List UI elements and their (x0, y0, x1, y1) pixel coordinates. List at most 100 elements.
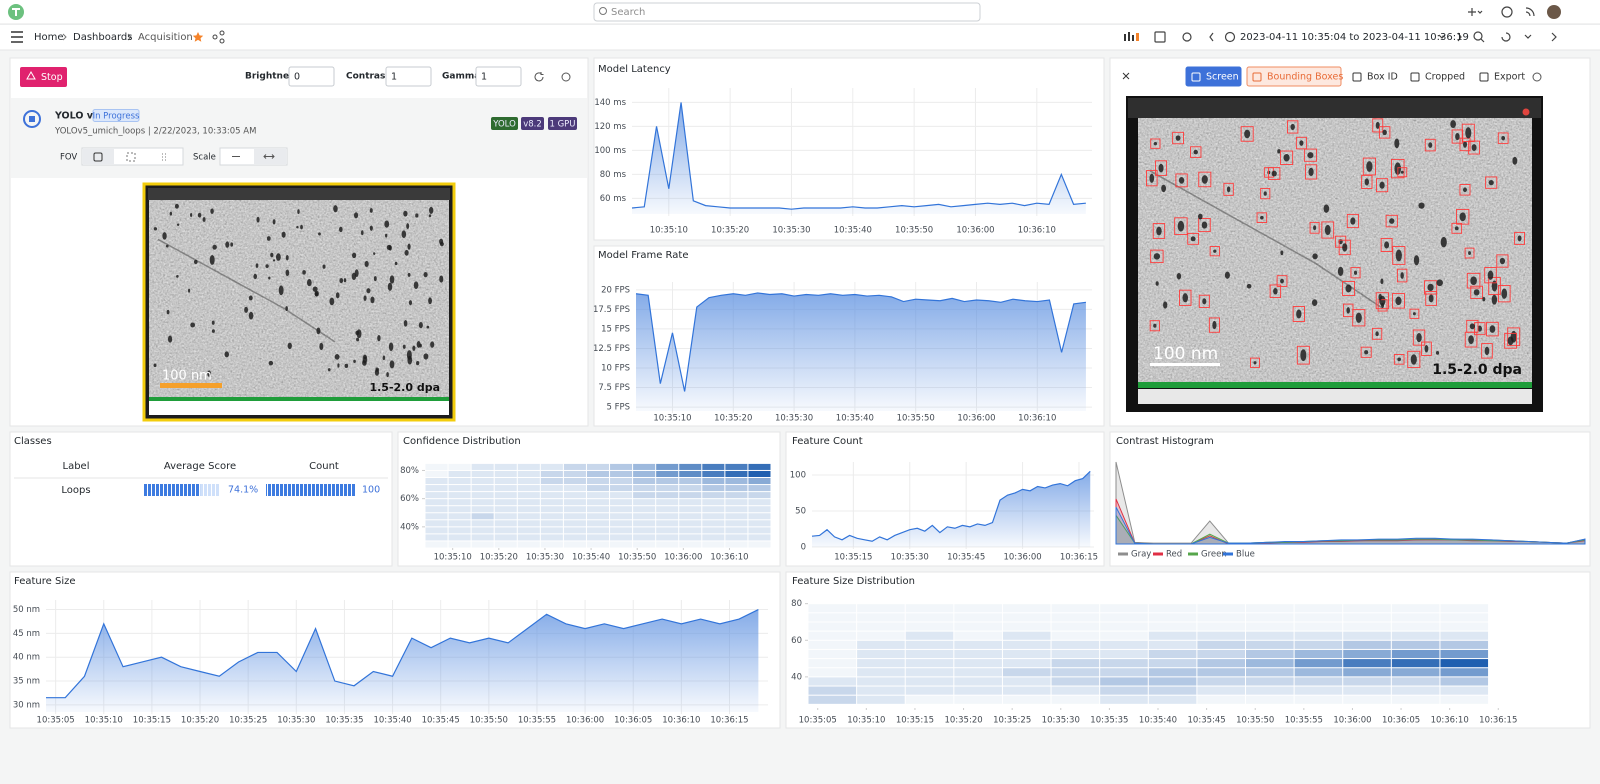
heatmap-cell (1100, 659, 1148, 668)
bounding-box (1378, 126, 1391, 139)
heatmap-cell (1391, 649, 1440, 659)
heatmap-cell (517, 527, 540, 534)
legend-label[interactable]: Green (1201, 550, 1227, 560)
defect (153, 363, 157, 368)
heatmap-cell (1148, 668, 1197, 677)
heatmap-cell (425, 534, 448, 541)
input-value[interactable]: 1 (481, 72, 487, 83)
metrics-icon[interactable] (1124, 32, 1139, 41)
refresh-icon[interactable] (534, 72, 544, 82)
bounding-box (1466, 319, 1479, 333)
legend-label[interactable]: Red (1166, 550, 1182, 560)
fov-icon (162, 153, 166, 161)
heatmap-cell (586, 527, 610, 534)
heatmap-cell (425, 506, 448, 513)
x-tick-label: 10:36:10 (662, 716, 700, 726)
defect (1512, 156, 1518, 165)
search-box[interactable] (593, 2, 981, 22)
x-tick-label: 10:35:50 (897, 414, 935, 424)
heatmap-cell (563, 470, 586, 478)
tab-label[interactable]: Cropped (1425, 72, 1465, 83)
legend-label[interactable]: Gray (1131, 550, 1151, 560)
heatmap-cell (425, 527, 448, 534)
heatmap-cell (1391, 695, 1440, 704)
heatmap-cell (748, 520, 771, 527)
defect (356, 337, 360, 342)
defect (314, 290, 319, 297)
defect (1175, 135, 1181, 141)
heatmap-cell (563, 513, 586, 520)
heatmap-cell (1051, 622, 1100, 631)
input-value[interactable]: 1 (391, 72, 397, 83)
settings-icon[interactable] (561, 72, 571, 82)
heatmap-cell (1440, 649, 1489, 659)
defect (255, 263, 259, 268)
share-icon[interactable] (212, 30, 225, 44)
heatmap-cell (748, 492, 771, 499)
heatmap-cell (1197, 613, 1245, 622)
fov-active (83, 149, 114, 164)
tab-label[interactable]: Export (1494, 72, 1525, 83)
defect (1484, 346, 1490, 356)
heatmap-cell (586, 534, 610, 541)
defect (272, 219, 276, 225)
settings-icon[interactable] (1532, 72, 1542, 82)
defect (1355, 312, 1362, 323)
defect (1280, 278, 1284, 284)
x-tick-label: 10:36:00 (956, 226, 994, 236)
heatmap-cell (954, 640, 1002, 649)
close-icon[interactable] (1122, 72, 1130, 80)
breadcrumb[interactable]: Dashboards (73, 32, 132, 43)
x-tick-label: 10:35:50 (895, 226, 933, 236)
tab-label[interactable]: Box ID (1367, 72, 1398, 83)
stop-label[interactable]: Stop (41, 72, 63, 83)
defect (287, 342, 292, 350)
defect (212, 244, 217, 250)
x-tick-label: 10:35:20 (714, 414, 752, 424)
heatmap-cell (1197, 622, 1245, 631)
tab-label[interactable]: Bounding Boxes (1267, 72, 1343, 83)
bounding-box (1152, 223, 1166, 239)
heatmap-cell (517, 541, 540, 548)
star-icon[interactable] (192, 32, 204, 42)
defect (1378, 293, 1382, 301)
bounding-box (1497, 132, 1509, 144)
defect (426, 325, 430, 329)
heatmap-cell (425, 520, 448, 527)
tab[interactable] (1246, 66, 1342, 87)
input[interactable] (385, 66, 432, 87)
panel (397, 431, 781, 567)
bounding-box (1149, 320, 1160, 332)
y-tick-label: 80 (791, 599, 802, 609)
heatmap-cell (633, 534, 656, 541)
tab-label[interactable]: Screen (1206, 72, 1239, 83)
legend-label[interactable]: Blue (1236, 550, 1255, 560)
heatmap-cell (1197, 686, 1245, 695)
defect (1489, 325, 1496, 333)
input-value[interactable]: 0 (294, 72, 300, 83)
bounding-box (1198, 218, 1211, 233)
defect (1471, 144, 1477, 152)
heatmap-cell (633, 470, 656, 478)
heatmap-cell (540, 513, 563, 520)
defect (1473, 289, 1480, 296)
bounding-box (1269, 284, 1282, 299)
defect (1263, 191, 1267, 196)
column-header: Average Score (164, 461, 236, 472)
avatar[interactable] (1547, 5, 1561, 19)
heatmap-cell (517, 499, 540, 506)
heatmap-cell (1343, 649, 1391, 659)
stop-button[interactable] (20, 67, 67, 87)
time-range[interactable]: 2023-04-11 10:35:04 to 2023-04-11 10:36:… (1240, 32, 1469, 43)
heatmap-cell (494, 478, 517, 485)
defect (1244, 129, 1251, 139)
heatmap-cell (610, 478, 633, 485)
menu-icon[interactable] (11, 31, 23, 43)
heatmap-cell (448, 478, 471, 485)
input[interactable] (475, 66, 522, 87)
defect (1488, 179, 1494, 186)
heatmap-cell (540, 470, 563, 478)
input[interactable] (288, 66, 335, 87)
toolbar-icons[interactable] (1154, 6, 1557, 43)
breadcrumb[interactable]: Home (34, 32, 64, 43)
